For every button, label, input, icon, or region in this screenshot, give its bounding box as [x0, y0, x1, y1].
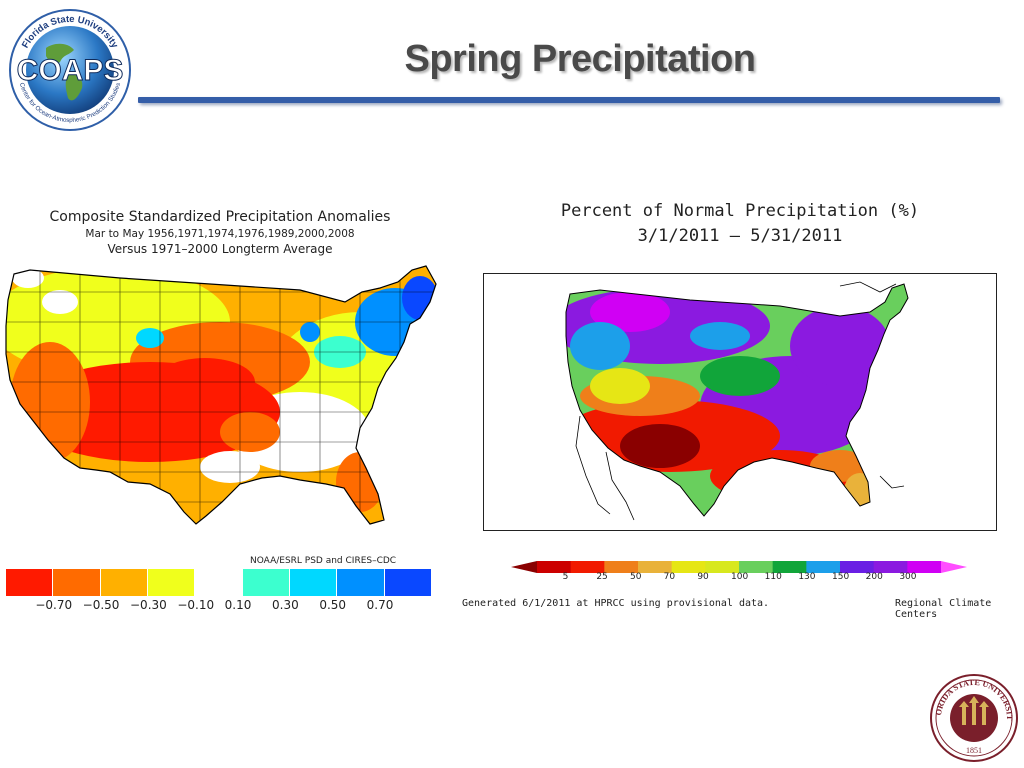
right-legend-tick: 100	[731, 572, 749, 582]
right-map-source: Regional Climate Centers	[895, 598, 992, 620]
left-legend-swatch	[384, 569, 432, 596]
left-legend-swatch	[6, 569, 54, 596]
left-legend-swatch	[53, 569, 101, 596]
right-map-legend-bar	[511, 561, 967, 573]
right-legend-swatch	[537, 561, 572, 573]
left-map-subtitle-2: Versus 1971–2000 Longterm Average	[107, 242, 333, 256]
left-legend-swatch	[100, 569, 148, 596]
right-legend-tick: 200	[865, 572, 883, 582]
right-legend-tick: 110	[764, 572, 782, 582]
right-legend-swatch	[638, 561, 673, 573]
right-legend-high-end	[941, 561, 967, 573]
right-legend-swatch	[604, 561, 639, 573]
left-map-title: Composite Standardized Precipitation Ano…	[49, 209, 391, 225]
left-legend-swatch	[242, 569, 290, 596]
left-legend-tick: 0.50	[319, 598, 347, 612]
right-legend-tick: 130	[798, 572, 816, 582]
right-legend-swatch	[705, 561, 740, 573]
right-legend-swatch	[873, 561, 908, 573]
right-legend-tick: 70	[663, 572, 676, 582]
right-legend-swatch	[806, 561, 841, 573]
right-legend-swatch	[671, 561, 706, 573]
right-legend-tick: 150	[832, 572, 850, 582]
left-precip-anomaly-map	[5, 265, 437, 525]
right-legend-swatch	[907, 561, 942, 573]
fsu-seal-logo: FLORIDA STATE UNIVERSITY 1851	[929, 673, 1018, 762]
coaps-logo: Florida State University Center for Ocea…	[9, 9, 131, 131]
right-legend-swatch	[772, 561, 807, 573]
left-legend-swatch	[289, 569, 338, 596]
left-legend-swatch	[337, 569, 385, 596]
right-legend-tick: 90	[697, 572, 709, 582]
slide-title: Spring Precipitation	[404, 38, 756, 80]
right-legend-low-end	[511, 561, 537, 573]
right-legend-tick: 300	[899, 572, 917, 582]
right-map-generated-note: Generated 6/1/2011 at HPRCC using provis…	[462, 598, 770, 609]
right-percent-normal-map	[565, 281, 909, 521]
left-legend-swatch	[147, 569, 196, 596]
right-legend-swatch	[570, 561, 605, 573]
title-rule	[138, 97, 1000, 103]
left-legend-tick: −0.10	[177, 598, 215, 612]
right-legend-tick: 25	[596, 572, 608, 582]
left-map-credit: NOAA/ESRL PSD and CIRES–CDC	[250, 556, 397, 566]
left-legend-tick: −0.70	[35, 598, 73, 612]
left-legend-tick: 0.10	[224, 598, 252, 612]
left-legend-tick: 0.70	[366, 598, 394, 612]
left-map-legend-bar	[6, 569, 432, 596]
fsu-year: 1851	[966, 746, 982, 755]
mexico-canada-outlines	[575, 281, 905, 521]
left-legend-tick: −0.30	[130, 598, 167, 612]
right-legend-tick: 5	[562, 572, 569, 582]
right-legend-swatch	[739, 561, 774, 573]
left-legend-tick: −0.50	[82, 598, 120, 612]
right-map-date-range: 3/1/2011 – 5/31/2011	[637, 226, 843, 246]
right-map-title: Percent of Normal Precipitation (%)	[560, 201, 920, 221]
coaps-wordmark: COAPS	[17, 54, 124, 87]
left-legend-swatch	[195, 569, 243, 596]
right-legend-swatch	[840, 561, 875, 573]
left-legend-tick: 0.30	[272, 598, 299, 612]
left-map-subtitle: Mar to May 1956,1971,1974,1976,1989,2000…	[85, 228, 355, 240]
right-legend-tick: 50	[630, 572, 642, 582]
